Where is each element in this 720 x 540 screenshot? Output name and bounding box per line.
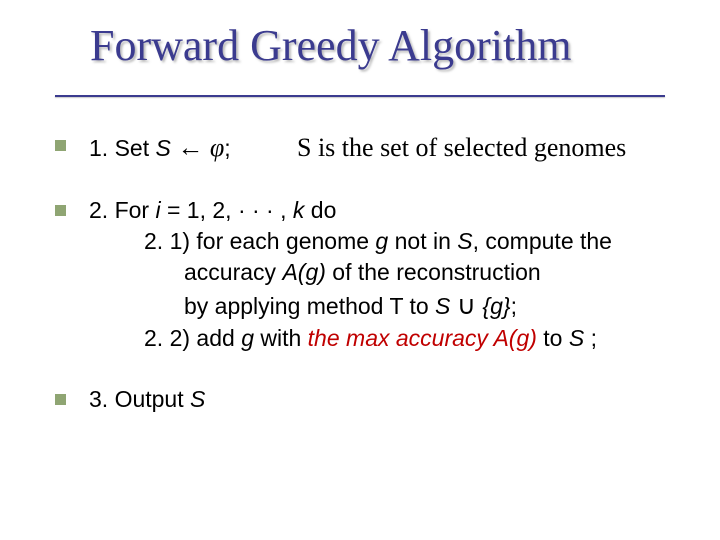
step2-line2: 2. 1) for each genome g not in S, comput… [89,226,680,257]
step1-note: S is the set of selected genomes [297,130,680,165]
t: to [537,325,569,351]
t: = 1, 2, · · · , [161,197,293,223]
bullet-item-2: 2. For i = 1, 2, · · · , k do 2. 1) for … [55,195,680,354]
step2-line1: 2. For i = 1, 2, · · · , k do [89,195,680,226]
t: S [569,325,591,351]
t: 2. 2) add [144,325,241,351]
square-bullet-icon [55,140,66,151]
t: , compute the [473,228,612,254]
t: k [293,197,311,223]
t: by applying method T to [184,293,435,319]
step1-left: 1. Set S ← φ; [89,130,297,165]
t: g [241,325,260,351]
step2-line5: 2. 2) add g with the max accuracy A(g) t… [89,323,680,354]
t: S [435,293,450,319]
t: S [457,228,472,254]
t: not in [388,228,457,254]
t: do [311,197,337,223]
t: ∪ [450,291,482,320]
step3-text: 3. Output [89,386,190,412]
bullet-item-1: 1. Set S ← φ; S is the set of selected g… [55,130,680,165]
bullet-item-3: 3. Output S [55,384,680,415]
t: ; [511,293,517,319]
t: 2. For [89,197,155,223]
t: ; [591,325,597,351]
step3-S: S [190,386,205,412]
step1-semicolon: ; [224,135,230,161]
square-bullet-icon [55,394,66,405]
step1-phi: φ [210,133,224,162]
step1-row: 1. Set S ← φ; S is the set of selected g… [89,130,680,165]
step1-arrow: ← [171,133,210,162]
step1-prefix: 1. Set [89,135,155,161]
slide: Forward Greedy Algorithm 1. Set S ← φ; S… [0,0,720,540]
t: A(g) [282,259,325,285]
slide-body: 1. Set S ← φ; S is the set of selected g… [55,130,680,445]
step1-S: S [155,135,170,161]
slide-title: Forward Greedy Algorithm [90,20,690,71]
t: {g} [482,293,510,319]
step2-line4: by applying method T to S ∪ {g}; [89,288,680,323]
t: of the reconstruction [326,259,541,285]
title-underline [55,95,665,97]
t: g [375,228,388,254]
step2-line3: accuracy A(g) of the reconstruction [89,257,680,288]
max-accuracy-text: the max accuracy A(g) [308,325,537,351]
square-bullet-icon [55,205,66,216]
t: 2. 1) for each genome [144,228,375,254]
t: accuracy [184,259,282,285]
t: with [260,325,307,351]
